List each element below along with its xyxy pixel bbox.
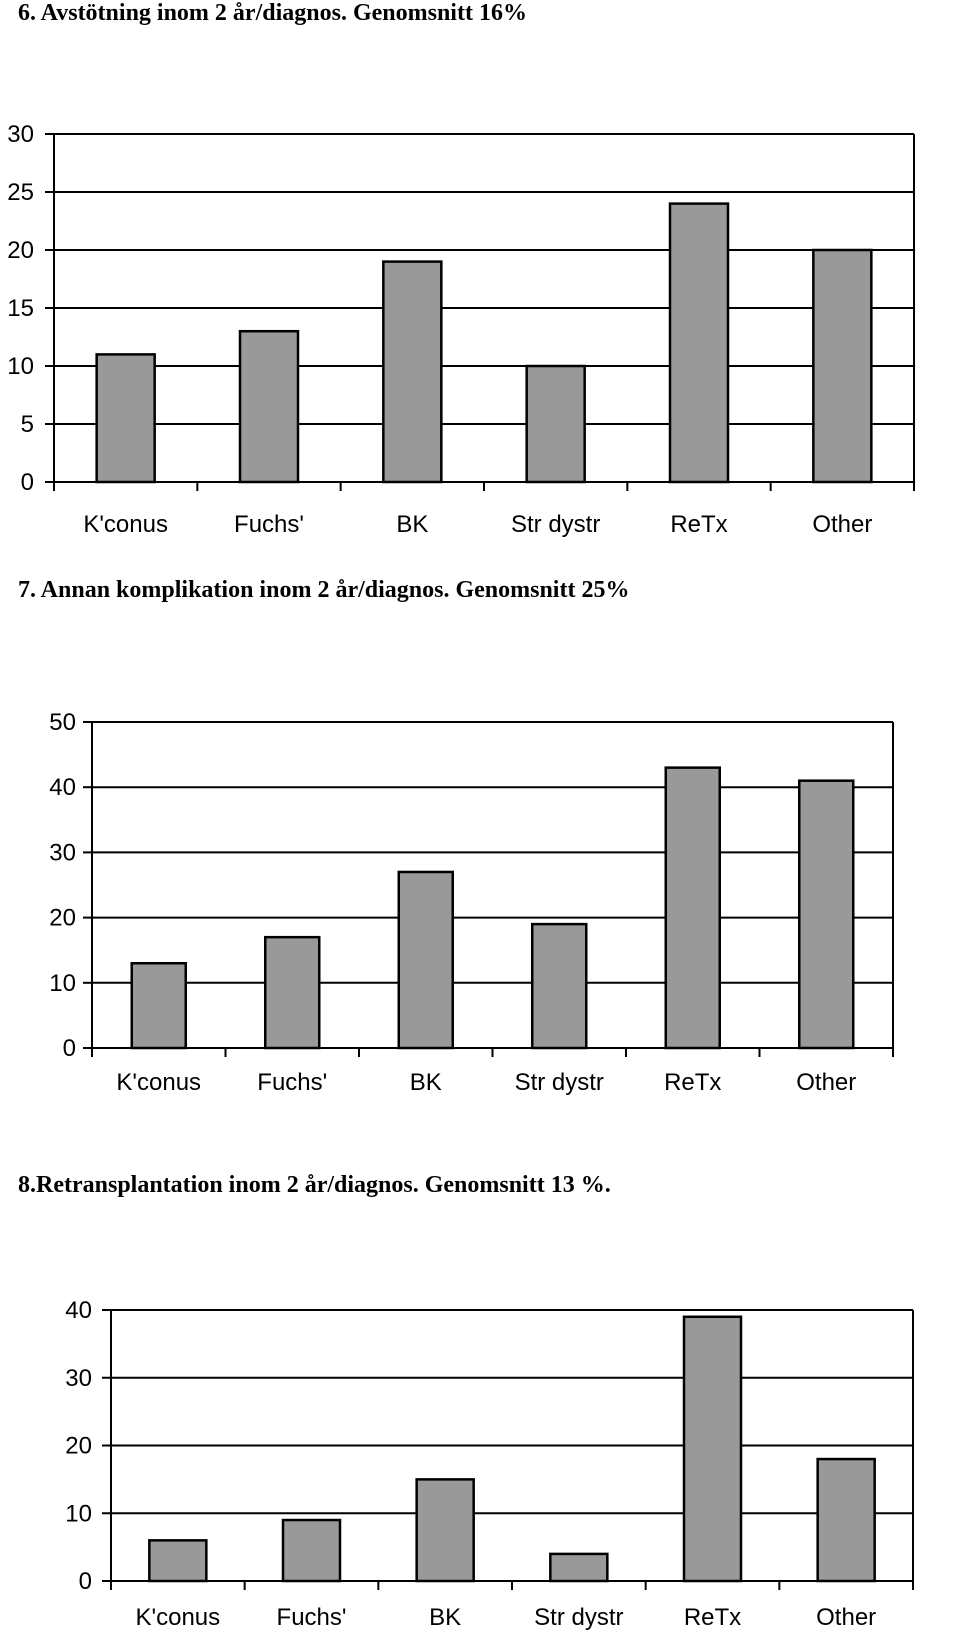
x-category-label: Str dystr — [511, 511, 600, 538]
x-category-label: K'conus — [136, 1604, 221, 1631]
y-tick-label: 0 — [63, 1035, 76, 1062]
bar-other — [816, 1457, 876, 1583]
chart-2-title: 7. Annan komplikation inom 2 år/diagnos.… — [18, 577, 630, 603]
bar-k-conus — [148, 1539, 208, 1583]
y-tick-label: 10 — [49, 970, 76, 997]
x-category-label: BK — [410, 1069, 442, 1096]
bar-retx — [682, 1315, 743, 1583]
y-tick-label: 0 — [79, 1568, 92, 1595]
x-category-label: K'conus — [116, 1069, 201, 1096]
y-tick-label: 25 — [7, 179, 34, 206]
x-category-label: Str dystr — [515, 1069, 604, 1096]
x-category-label: Fuchs' — [277, 1604, 347, 1631]
chart-1-title: 6. Avstötning inom 2 år/diagnos. Genomsn… — [18, 0, 527, 26]
chart-2-other-complication: 0 10 20 30 40 50 K'conus Fuchs' BK Str dystr ReTx O… — [49, 709, 894, 1096]
x-category-label: Other — [796, 1069, 856, 1096]
x-category-label: ReTx — [684, 1604, 741, 1631]
y-tick-label: 20 — [7, 237, 34, 264]
x-category-label: ReTx — [664, 1069, 721, 1096]
y-tick-label: 15 — [7, 295, 34, 322]
bar-k-conus — [95, 353, 156, 484]
y-tick-label: 30 — [65, 1365, 92, 1392]
bar-fuchs — [238, 329, 300, 484]
x-category-label: BK — [429, 1604, 461, 1631]
bar-str-dystr — [549, 1552, 609, 1583]
bar-fuchs — [281, 1518, 342, 1583]
bar-bk — [415, 1478, 475, 1583]
x-category-label: Other — [816, 1604, 876, 1631]
x-category-label: K'conus — [83, 511, 168, 538]
y-tick-label: 0 — [21, 469, 34, 496]
y-tick-label: 40 — [65, 1297, 92, 1324]
x-category-label: Other — [812, 511, 872, 538]
bar-bk — [397, 870, 454, 1050]
x-category-label: ReTx — [670, 511, 727, 538]
y-tick-label: 50 — [49, 709, 76, 736]
bar-fuchs — [264, 935, 321, 1050]
x-category-label: Str dystr — [534, 1604, 623, 1631]
bar-bk — [382, 260, 443, 484]
y-tick-label: 30 — [49, 839, 76, 866]
bar-str-dystr — [525, 364, 586, 484]
bar-other — [798, 779, 855, 1050]
y-tick-label: 20 — [49, 905, 76, 932]
bar-k-conus — [130, 961, 187, 1050]
chart-3-title: 8.Retransplantation inom 2 år/diagnos. G… — [18, 1172, 611, 1198]
chart-1-rejection: 0 5 10 15 20 25 30 K'conus Fuchs' BK Str dystr ReTx… — [7, 121, 915, 538]
y-tick-label: 5 — [21, 411, 34, 438]
x-category-label: Fuchs' — [257, 1069, 327, 1096]
y-tick-label: 30 — [7, 121, 34, 148]
x-category-label: Fuchs' — [234, 511, 304, 538]
bar-retx — [664, 766, 721, 1050]
x-category-label: BK — [396, 511, 428, 538]
bar-other — [812, 248, 873, 484]
bar-str-dystr — [531, 922, 588, 1050]
y-tick-label: 20 — [65, 1433, 92, 1460]
y-tick-label: 10 — [7, 353, 34, 380]
y-tick-label: 40 — [49, 774, 76, 801]
bar-retx — [668, 202, 730, 484]
y-tick-label: 10 — [65, 1500, 92, 1527]
